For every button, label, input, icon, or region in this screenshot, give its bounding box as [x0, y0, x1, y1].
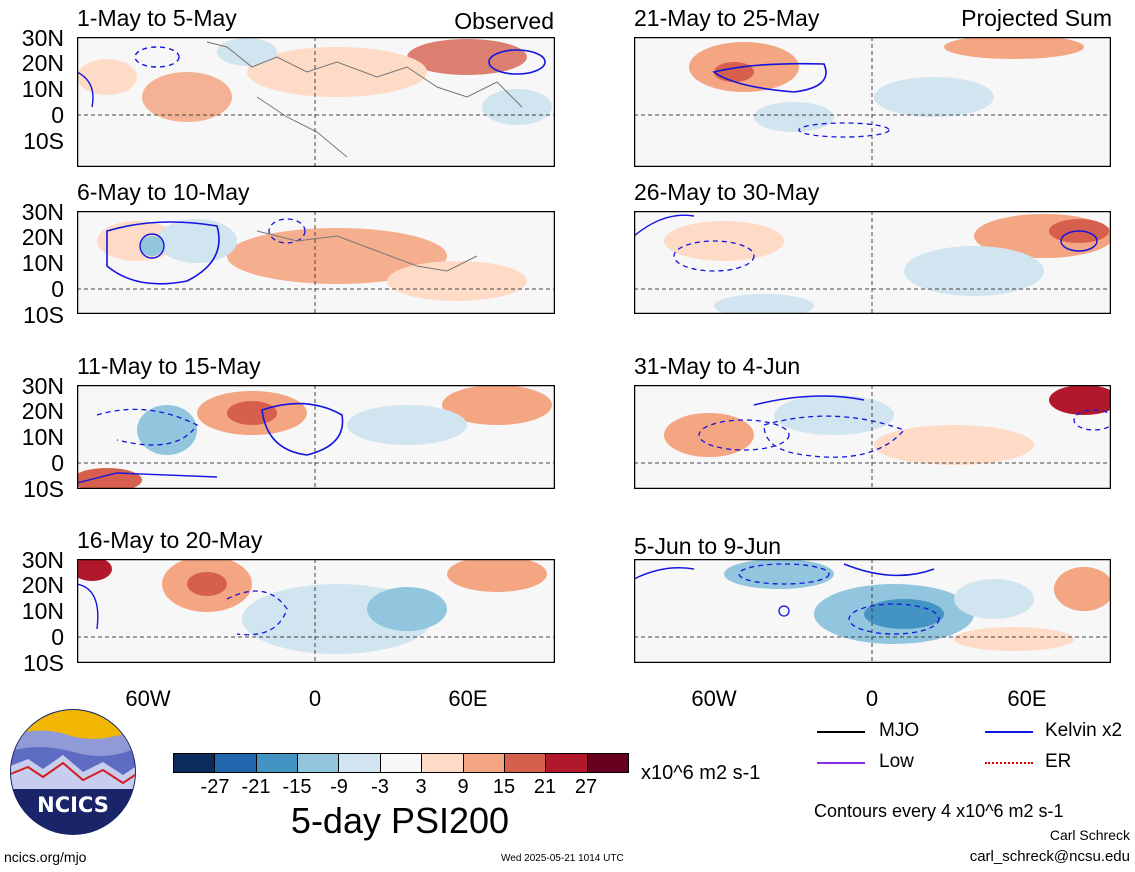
lat-label: 0	[51, 276, 64, 302]
panel-title-4: 16-May to 20-May	[77, 527, 263, 553]
author-email[interactable]: carl_schreck@ncsu.edu	[969, 848, 1130, 865]
timestamp: Wed 2025-05-21 1014 UTC	[501, 853, 624, 864]
colorbar-swatch	[214, 754, 256, 772]
lat-label: 10S	[23, 476, 64, 502]
colorbar-tick: 15	[492, 776, 516, 798]
map-panel-7	[634, 385, 1111, 489]
lat-label: 20N	[21, 398, 64, 424]
colorbar-swatch	[586, 754, 628, 772]
map-panel-1	[77, 37, 555, 167]
lon-label-left-0: 0	[308, 686, 322, 711]
lon-label-right-60e: 60E	[1007, 686, 1047, 711]
ncics-logo: NCICS	[10, 709, 136, 835]
map-panel-6	[634, 211, 1111, 314]
colorbar-tick: 21	[533, 776, 557, 798]
author-name: Carl Schreck	[1049, 827, 1130, 843]
lat-label: 30N	[21, 547, 64, 573]
projected-label: Projected Sum	[961, 5, 1112, 31]
lat-label: 10S	[23, 302, 64, 328]
lat-label: 30N	[21, 373, 64, 399]
colorbar-swatch	[174, 754, 215, 772]
colorbar-tick: 9	[457, 776, 469, 798]
panel-title-2: 6-May to 10-May	[77, 179, 250, 205]
map-panel-3	[77, 385, 555, 489]
legend-label-mjo: MJO	[879, 720, 920, 741]
map-panel-2	[77, 211, 555, 314]
panel-title-6: 26-May to 30-May	[634, 179, 820, 205]
panel-title-7: 31-May to 4-Jun	[634, 353, 801, 379]
figure-title: 5-day PSI200	[290, 800, 510, 841]
lon-label-left-60w: 60W	[125, 686, 171, 711]
lat-label: 10S	[23, 128, 64, 154]
panel-title-5: 21-May to 25-May	[634, 5, 820, 31]
lat-label: 30N	[21, 25, 64, 51]
colorbar	[173, 753, 629, 773]
site-link[interactable]: ncics.org/mjo	[4, 849, 87, 865]
colorbar-tick: -3	[371, 776, 389, 798]
lat-label: 10N	[21, 424, 64, 450]
lon-label-right-60w: 60W	[691, 686, 737, 711]
contour-note: Contours every 4 x10^6 m2 s-1	[814, 801, 1064, 821]
logo-text: NCICS	[37, 793, 109, 817]
legend-swatch-mjo	[817, 731, 865, 733]
colorbar-swatch	[462, 754, 504, 772]
colorbar-swatch	[379, 754, 422, 772]
colorbar-units: x10^6 m2 s-1	[641, 762, 761, 784]
lat-label: 10N	[21, 76, 64, 102]
colorbar-swatch	[297, 754, 339, 772]
colorbar-swatch	[338, 754, 380, 772]
lat-label: 0	[51, 450, 64, 476]
lat-label: 10S	[23, 650, 64, 676]
lat-label: 20N	[21, 224, 64, 250]
colorbar-swatch	[545, 754, 587, 772]
colorbar-swatch	[503, 754, 546, 772]
panel-title-8: 5-Jun to 9-Jun	[634, 533, 782, 559]
colorbar-tick: 3	[415, 776, 427, 798]
colorbar-swatch	[255, 754, 298, 772]
lat-label: 10N	[21, 598, 64, 624]
lat-label: 20N	[21, 572, 64, 598]
lat-label: 0	[51, 624, 64, 650]
colorbar-tick: 27	[574, 776, 598, 798]
panel-title-1: 1-May to 5-May	[77, 5, 237, 31]
legend-label-low: Low	[879, 751, 914, 772]
lon-label-right-0: 0	[865, 686, 879, 711]
colorbar-tick: -15	[282, 776, 312, 798]
colorbar-tick: -27	[200, 776, 230, 798]
lat-label: 10N	[21, 250, 64, 276]
lat-label: 20N	[21, 50, 64, 76]
lat-label: 0	[51, 102, 64, 128]
legend-swatch-kelvin	[985, 731, 1033, 733]
map-panel-5	[634, 37, 1111, 167]
lon-label-left-60e: 60E	[448, 686, 488, 711]
colorbar-swatch	[421, 754, 463, 772]
lat-label: 30N	[21, 199, 64, 225]
legend-label-kelvin: Kelvin x2	[1045, 720, 1123, 741]
legend-swatch-low	[817, 762, 865, 764]
panel-title-3: 11-May to 15-May	[77, 353, 261, 379]
observed-label: Observed	[454, 8, 554, 34]
colorbar-tick: -21	[241, 776, 271, 798]
legend-swatch-er	[985, 762, 1033, 764]
legend-label-er: ER	[1045, 751, 1072, 772]
map-panel-4	[77, 559, 555, 663]
map-panel-8	[634, 559, 1111, 663]
colorbar-tick: -9	[330, 776, 348, 798]
